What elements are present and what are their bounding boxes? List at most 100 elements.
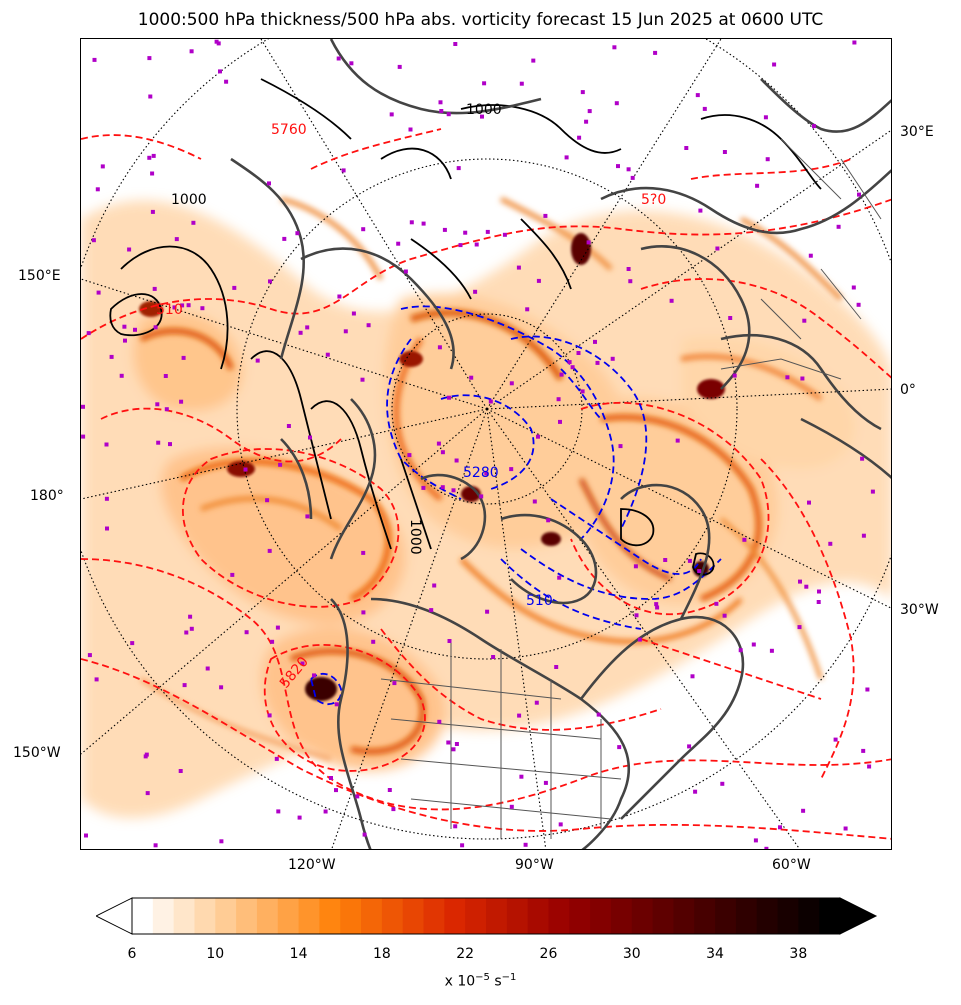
station-marker	[267, 548, 272, 553]
station-marker	[763, 115, 768, 120]
station-marker	[343, 329, 348, 334]
station-marker	[100, 164, 105, 169]
station-marker	[742, 537, 747, 542]
station-marker	[485, 229, 490, 234]
station-marker	[509, 804, 514, 809]
station-marker	[349, 61, 354, 66]
colorbar-frame	[131, 897, 841, 935]
station-marker	[334, 788, 338, 793]
lon-label-90w: 90°W	[515, 857, 554, 873]
station-marker	[96, 290, 101, 295]
colorbar-cell	[631, 898, 654, 934]
station-marker	[164, 407, 169, 412]
station-marker	[851, 285, 856, 290]
colorbar-cell	[152, 898, 175, 934]
station-marker	[282, 236, 287, 241]
station-marker	[355, 794, 360, 799]
station-marker	[753, 838, 758, 843]
station-marker	[334, 702, 339, 707]
station-marker	[836, 224, 841, 229]
colorbar-cell	[486, 898, 508, 934]
station-marker	[584, 119, 589, 124]
station-marker	[715, 246, 720, 251]
pressure-contours	[109, 78, 822, 576]
station-marker	[429, 608, 434, 613]
station-marker	[570, 365, 575, 370]
station-marker	[634, 613, 639, 618]
station-marker	[857, 192, 861, 197]
station-markers	[81, 39, 875, 849]
station-marker	[421, 221, 426, 226]
station-marker	[191, 220, 196, 225]
station-marker	[153, 843, 158, 848]
station-marker	[366, 323, 371, 328]
station-marker	[852, 40, 857, 45]
station-marker	[687, 744, 692, 749]
station-marker	[91, 238, 96, 243]
station-marker	[305, 514, 310, 519]
station-marker	[184, 630, 189, 635]
station-marker	[255, 358, 260, 363]
station-marker	[152, 286, 157, 291]
colorbar-cell	[381, 898, 404, 934]
colorbar-cell	[777, 898, 799, 934]
contour-label-1000-west: 1000	[171, 192, 207, 208]
station-marker	[172, 305, 177, 310]
colorbar-cell	[236, 898, 258, 934]
station-marker	[218, 69, 222, 74]
colorbar-cell	[569, 898, 591, 934]
station-marker	[391, 807, 396, 812]
station-marker	[785, 375, 790, 380]
station-marker	[765, 157, 770, 162]
station-marker	[219, 685, 224, 690]
station-marker	[732, 373, 737, 378]
station-marker	[595, 360, 600, 365]
station-marker	[361, 227, 366, 232]
station-marker	[769, 648, 774, 653]
station-marker	[147, 155, 152, 160]
station-marker	[804, 584, 809, 589]
station-marker	[728, 316, 733, 320]
station-marker	[509, 467, 514, 472]
lon-label-30w: 30°W	[900, 602, 939, 618]
station-marker	[127, 247, 132, 252]
station-marker	[616, 164, 620, 169]
colorbar-cell	[610, 898, 633, 934]
station-marker	[534, 700, 539, 705]
station-marker	[633, 564, 638, 569]
station-marker	[148, 94, 153, 99]
colorbar-cell	[194, 898, 216, 934]
station-marker	[702, 106, 707, 111]
station-marker	[543, 780, 548, 785]
station-marker	[105, 526, 109, 531]
contour-label-group: 5280 510 1000 1000 1000 510 5?0 5820 576…	[156, 102, 666, 692]
coastlines	[230, 39, 891, 849]
station-marker	[523, 842, 528, 847]
station-marker	[276, 809, 281, 814]
station-marker	[438, 100, 443, 105]
contour-label-510: 510	[526, 593, 553, 609]
station-marker	[81, 434, 86, 439]
station-marker	[133, 327, 137, 332]
station-marker	[720, 781, 725, 786]
colorbar-extend-low	[96, 897, 133, 935]
station-marker	[517, 713, 522, 718]
station-marker	[123, 338, 127, 343]
station-marker	[516, 265, 521, 270]
colorbar-tick-label: 14	[289, 946, 308, 962]
station-marker	[816, 600, 821, 604]
station-marker	[808, 253, 813, 258]
station-marker	[577, 135, 582, 140]
station-marker	[421, 485, 426, 490]
station-marker	[802, 318, 807, 323]
station-marker	[456, 166, 461, 171]
station-marker	[147, 56, 152, 61]
station-marker	[618, 444, 623, 449]
station-marker	[397, 64, 402, 69]
station-marker	[532, 499, 537, 504]
station-marker	[558, 822, 563, 827]
station-marker	[463, 230, 468, 235]
contour-label-5760-red: 5760	[271, 122, 307, 138]
colorbar-tick-label: 30	[622, 946, 641, 962]
colorbar-cell	[256, 898, 279, 934]
